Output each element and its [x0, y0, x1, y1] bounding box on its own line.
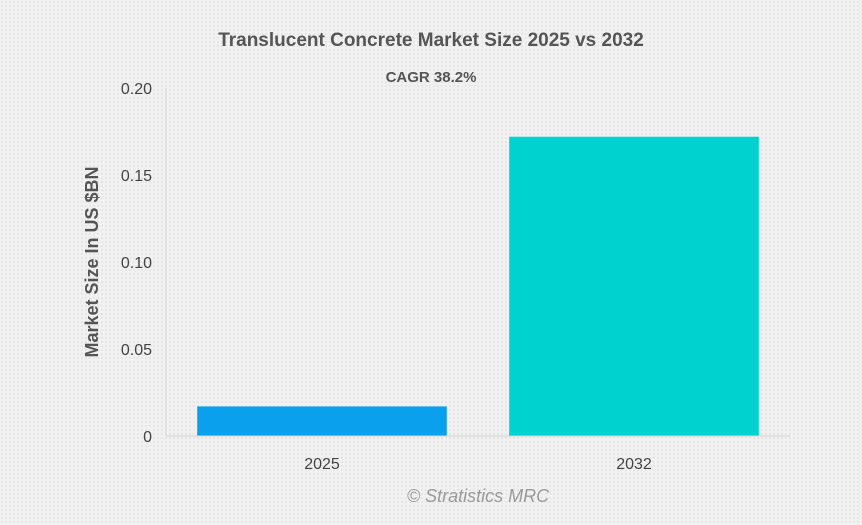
chart-subtitle: CAGR 38.2% — [386, 69, 477, 86]
y-tick-label: 0.15 — [121, 168, 152, 185]
y-axis-ticks: 0 0.05 0.10 0.15 0.20 — [121, 81, 152, 446]
x-tick-label: 2025 — [304, 456, 340, 473]
y-tick-label: 0.20 — [121, 81, 152, 98]
bars — [197, 136, 759, 436]
y-axis-label: Market Size In US $BN — [82, 166, 102, 357]
y-tick-label: 0.10 — [121, 255, 152, 272]
x-tick-label: 2032 — [616, 456, 652, 473]
chart-title: Translucent Concrete Market Size 2025 vs… — [218, 30, 644, 51]
x-axis-ticks: 2025 2032 — [304, 456, 652, 473]
credit-text: © Stratistics MRC — [407, 486, 550, 506]
bar-2025 — [197, 406, 447, 436]
y-tick-label: 0.05 — [121, 342, 152, 359]
y-tick-label: 0 — [143, 429, 152, 446]
bar-2032 — [509, 136, 759, 436]
